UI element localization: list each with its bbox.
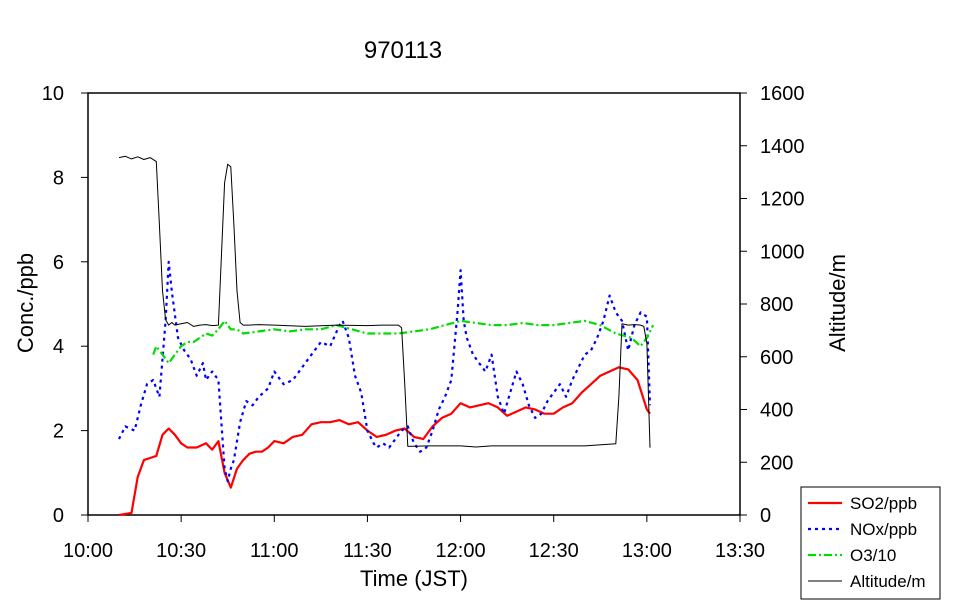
x-tick-label: 11:30 <box>343 540 392 562</box>
y-tick-label: 2 <box>53 421 64 443</box>
y2-tick-label: 400 <box>760 400 793 422</box>
legend-box <box>800 486 941 600</box>
series-lines <box>118 155 655 517</box>
y2-tick-label: 1400 <box>760 136 805 158</box>
x-axis-ticks: 10:00 10:30 11:00 11:30 12:00 12:30 13:00 13:30 <box>63 515 765 562</box>
legend: SO2/ppb NOx/ppb O3/10 Altitude/m <box>800 486 941 600</box>
x-axis-title: Time (JST) <box>360 566 468 591</box>
x-tick-label: 13:30 <box>715 540 765 562</box>
y2-axis-title: Altitude/m <box>825 254 850 352</box>
legend-label: NOx/ppb <box>850 520 917 539</box>
x-tick-label: 12:30 <box>529 540 579 562</box>
series-line-o3-10 <box>152 319 655 365</box>
y-axis-ticks: 0 2 4 6 8 10 <box>42 83 88 527</box>
y2-tick-label: 0 <box>760 505 771 527</box>
x-tick-label: 11:00 <box>250 540 299 562</box>
x-tick-label: 10:00 <box>63 540 113 562</box>
y2-tick-label: 1200 <box>760 189 805 211</box>
y2-tick-label: 600 <box>760 347 793 369</box>
y2-axis-ticks: 0 200 400 600 800 1000 1200 1400 1600 <box>740 83 805 527</box>
series-line-altitude-m <box>118 155 651 448</box>
x-tick-label: 12:00 <box>436 540 486 562</box>
plot-area-frame <box>87 92 741 516</box>
y2-tick-label: 1000 <box>760 241 805 263</box>
chart-title: 970113 <box>364 37 442 64</box>
x-tick-label: 10:30 <box>156 540 206 562</box>
y2-tick-label: 1600 <box>760 83 805 105</box>
y-tick-label: 6 <box>53 252 64 274</box>
y-tick-label: 4 <box>53 336 64 358</box>
legend-label: SO2/ppb <box>850 494 917 513</box>
legend-label: Altitude/m <box>850 572 926 591</box>
series-line-nox-ppb <box>118 260 652 483</box>
legend-label: O3/10 <box>850 546 896 565</box>
x-tick-label: 13:00 <box>622 540 672 562</box>
y-tick-label: 8 <box>53 167 64 189</box>
y-tick-label: 10 <box>42 83 64 105</box>
y2-tick-label: 200 <box>760 452 793 474</box>
y-axis-title: Conc./ppb <box>13 253 38 353</box>
legend-items: SO2/ppb NOx/ppb O3/10 Altitude/m <box>808 494 926 591</box>
y2-tick-label: 800 <box>760 294 793 316</box>
series-line-so2-ppb <box>118 366 651 517</box>
y-tick-label: 0 <box>53 505 64 527</box>
